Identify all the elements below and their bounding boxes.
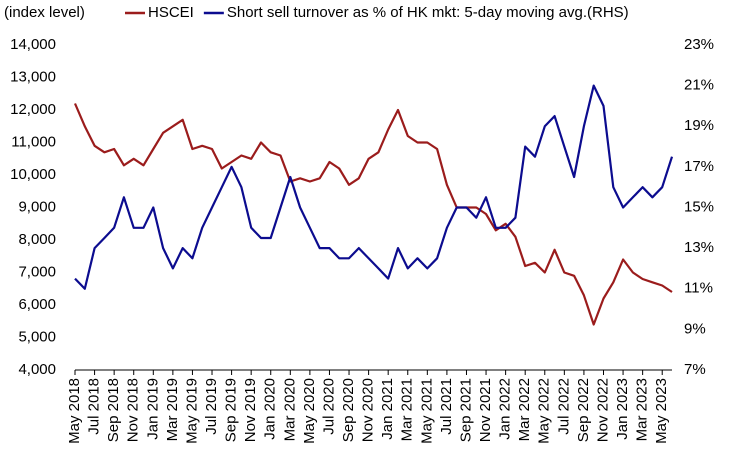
y2-tick-label: 13% [684, 239, 714, 256]
x-tick-label: Mar 2019 [164, 378, 181, 441]
x-tick-label: Jul 2018 [86, 378, 103, 435]
x-tick-label: Nov 2018 [125, 378, 142, 442]
y-axis-label: (index level) [4, 4, 85, 21]
x-tick-label: Jul 2021 [438, 378, 455, 435]
x-tick-label: Sep 2019 [223, 378, 240, 442]
x-tick-label: Jan 2021 [379, 378, 396, 440]
y-tick-label: 8,000 [18, 231, 56, 248]
x-tick-label: Jan 2020 [262, 378, 279, 440]
legend-label: Short sell turnover as % of HK mkt: 5-da… [227, 4, 629, 21]
x-tick-label: Sep 2021 [457, 378, 474, 442]
x-tick-label: Mar 2022 [516, 378, 533, 441]
y-tick-label: 9,000 [18, 198, 56, 215]
x-tick-label: Jul 2020 [320, 378, 337, 435]
y2-tick-label: 21% [684, 77, 714, 94]
y2-tick-label: 9% [684, 320, 706, 337]
series-line [73, 103, 673, 326]
x-tick-label: Nov 2020 [360, 378, 377, 442]
x-tick-label: Sep 2022 [575, 378, 592, 442]
y-tick-label: 5,000 [18, 328, 56, 345]
y2-tick-label: 7% [684, 361, 706, 378]
x-tick-label: Jan 2019 [144, 378, 161, 440]
series-line [74, 84, 674, 290]
legend-label: HSCEI [148, 4, 194, 21]
y-tick-label: 6,000 [18, 296, 56, 313]
x-tick-label: May 2020 [301, 378, 318, 444]
y-tick-label: 10,000 [10, 166, 56, 183]
x-tick-label: Mar 2023 [634, 378, 651, 441]
y-tick-label: 11,000 [11, 133, 56, 150]
y-tick-label: 7,000 [18, 263, 56, 280]
x-tick-label: Mar 2020 [281, 378, 298, 441]
x-tick-label: Sep 2018 [105, 378, 122, 442]
y-tick-label: 14,000 [10, 36, 56, 53]
x-tick-label: May 2019 [183, 378, 200, 444]
y2-tick-label: 17% [684, 158, 714, 175]
x-tick-label: Jan 2023 [614, 378, 631, 440]
x-tick-label: May 2022 [536, 378, 553, 444]
x-tick-label: Nov 2019 [242, 378, 259, 442]
y-tick-label: 13,000 [10, 68, 56, 85]
y-tick-label: 12,000 [10, 101, 56, 118]
x-tick-label: Jul 2022 [555, 378, 572, 435]
x-tick-label: May 2023 [653, 378, 670, 444]
x-tick-label: May 2018 [66, 378, 83, 444]
y2-tick-label: 19% [684, 117, 714, 134]
y2-tick-label: 23% [684, 36, 714, 53]
x-tick-label: Jul 2019 [203, 378, 220, 435]
y-tick-label: 4,000 [18, 361, 56, 378]
x-tick-label: Nov 2021 [477, 378, 494, 442]
y2-tick-label: 11% [684, 280, 713, 297]
x-tick-label: Mar 2021 [399, 378, 416, 441]
x-tick-label: Nov 2022 [594, 378, 611, 442]
x-tick-label: Sep 2020 [340, 378, 357, 442]
x-tick-label: Jan 2022 [497, 378, 514, 440]
y2-tick-label: 15% [684, 198, 714, 215]
x-tick-label: May 2021 [418, 378, 435, 444]
